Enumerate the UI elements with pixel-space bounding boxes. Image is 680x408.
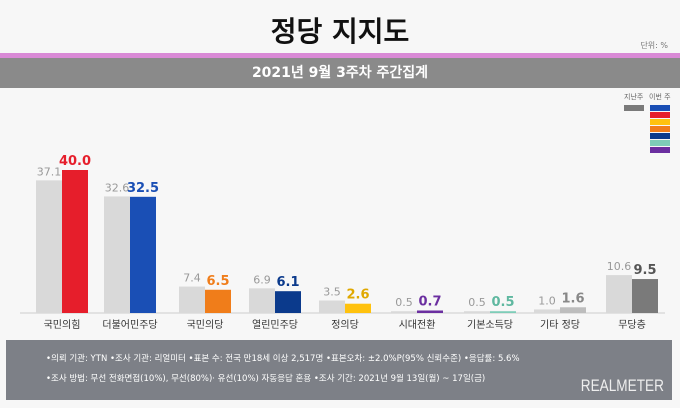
bar-last-week	[606, 275, 632, 313]
bar-chart: 37.140.0 국민의힘 32.632.5 더불어민주당 7.4 6.5 국민의당 6.9 6…	[20, 154, 665, 331]
survey-info-line1: •의뢰 기관: YTN •조사 기관: 리얼미터 •표본 수: 전국 만18세 …	[46, 354, 520, 364]
value-label-this-week: 0.5	[491, 295, 514, 310]
survey-info-line2: •조사 방법: 무선 전화면접(10%), 무선(80%)· 유선(10%) 자…	[46, 374, 486, 384]
value-label-this-week: 0.7	[418, 294, 441, 309]
category-label: 기본소득당	[467, 319, 513, 331]
bar-last-week	[391, 311, 417, 313]
value-label-last-week: 10.6	[607, 260, 632, 273]
value-label-last-week: 6.9	[253, 273, 271, 286]
value-label-this-week: 6.5	[206, 274, 229, 289]
legend-this-week: 이번 주	[649, 93, 671, 101]
category-label: 더불어민주당	[102, 319, 157, 331]
bar-this-week	[417, 310, 443, 313]
bar-this-week	[130, 196, 156, 313]
bar-last-week	[36, 180, 62, 313]
category-label: 열린민주당	[252, 319, 298, 331]
value-label-this-week: 32.5	[127, 181, 159, 196]
unit-label: 단위: %	[640, 41, 668, 50]
bar-this-week	[560, 307, 586, 313]
value-label-last-week: 7.4	[183, 272, 201, 285]
bar-last-week	[179, 286, 205, 313]
value-label-last-week: 0.5	[468, 296, 486, 309]
subtitle: 2021년 9월 3주차 주간집계	[0, 58, 680, 88]
legend-last-week: 지난주	[624, 93, 644, 101]
bar-this-week	[632, 279, 658, 313]
legend-swatch-this-week	[650, 133, 670, 139]
realmeter-logo: REALMETER	[580, 376, 664, 395]
chart-title: 정당 지지도	[270, 15, 410, 48]
category-label: 무당층	[618, 319, 646, 331]
bar-this-week	[275, 291, 301, 313]
survey-info: •의뢰 기관: YTN •조사 기관: 리얼미터 •표본 수: 전국 만18세 …	[6, 340, 672, 400]
bar-this-week	[205, 289, 231, 313]
bar-last-week	[534, 309, 560, 313]
value-label-this-week: 6.1	[276, 275, 299, 290]
value-label-last-week: 3.5	[323, 285, 341, 298]
bar-this-week	[62, 170, 88, 313]
value-label-this-week: 40.0	[59, 154, 91, 169]
category-label: 국민의힘	[44, 319, 81, 331]
bar-this-week	[345, 303, 371, 313]
value-label-this-week: 9.5	[633, 263, 656, 278]
bar-this-week	[490, 311, 516, 313]
value-label-this-week: 2.6	[346, 288, 369, 303]
category-label: 시대전환	[399, 319, 436, 331]
category-label: 정의당	[331, 319, 359, 331]
legend-swatch-this-week	[650, 119, 670, 125]
bar-last-week	[319, 300, 345, 313]
bar-last-week	[464, 311, 490, 313]
value-label-last-week: 1.0	[538, 294, 556, 307]
value-label-this-week: 1.6	[561, 291, 584, 306]
legend-swatch-this-week	[650, 140, 670, 146]
value-label-last-week: 0.5	[395, 296, 413, 309]
value-label-last-week: 37.1	[37, 165, 62, 178]
bar-last-week	[104, 196, 130, 313]
divider	[0, 53, 680, 58]
category-label: 기타 정당	[540, 319, 580, 331]
value-label-last-week: 32.6	[105, 181, 130, 194]
legend-swatch-this-week	[650, 126, 670, 132]
category-label: 국민의당	[187, 319, 224, 331]
legend-swatch-last-week	[624, 105, 644, 111]
legend-swatch-this-week	[650, 112, 670, 118]
legend-swatch-this-week	[650, 105, 670, 111]
legend-swatch-this-week	[650, 147, 670, 153]
bar-last-week	[249, 288, 275, 313]
